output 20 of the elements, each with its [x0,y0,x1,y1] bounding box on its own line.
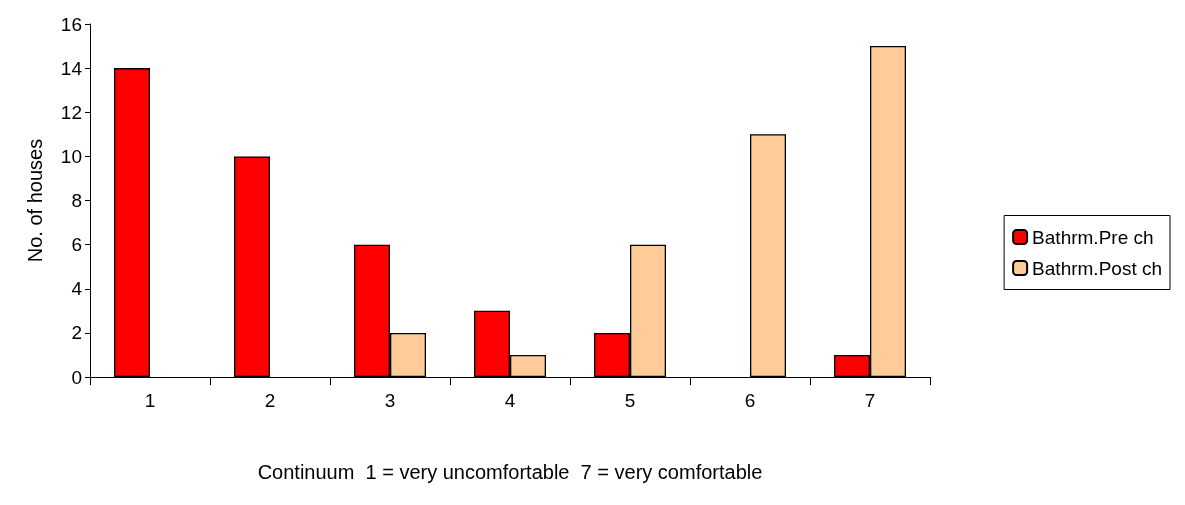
y-tick-label: 0 [71,366,82,388]
legend-label: Bathrm.Post ch [1032,257,1163,279]
x-tick-label: 2 [264,390,276,411]
y-axis-title: No. of houses [24,138,46,263]
x-tick-label: 4 [504,390,516,411]
x-tick-label: 1 [144,390,156,411]
y-tick-label: 2 [71,322,82,344]
y-tick-label: 12 [60,101,82,123]
y-tick-label: 6 [71,234,82,256]
x-tick-label: 5 [624,390,636,411]
x-tick-label: 3 [384,390,396,411]
y-tick-label: 14 [60,57,83,79]
y-tick-label: 4 [71,278,83,300]
y-tick-label: 10 [60,145,82,167]
y-tick-label: 8 [71,190,82,211]
x-tick-label: 7 [864,390,876,411]
x-tick-label: 6 [744,390,756,411]
legend-label: Bathrm.Pre ch [1032,226,1154,248]
x-axis-title: Continuum 1 = very uncomfortable 7 = very comfortable [257,461,763,483]
y-tick-label: 16 [60,13,82,35]
